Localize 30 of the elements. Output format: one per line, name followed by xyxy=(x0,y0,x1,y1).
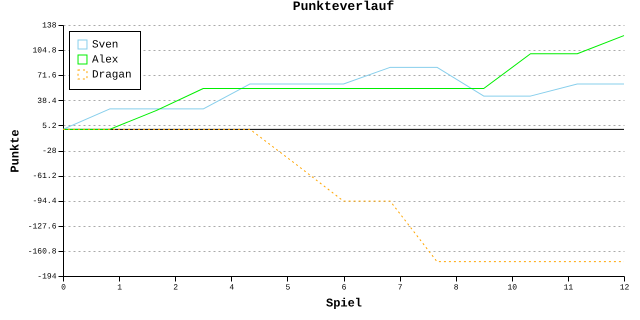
x-tick-label: 6 xyxy=(342,284,347,292)
line-series xyxy=(62,66,624,130)
x-axis-title: Spiel xyxy=(326,296,362,310)
x-tick-label: 10 xyxy=(507,284,518,292)
chart-title: Punkteverlauf xyxy=(292,0,394,14)
x-tick-label: 8 xyxy=(454,284,459,292)
y-tick-label: 5.2 xyxy=(42,122,57,131)
line-series xyxy=(62,35,624,130)
x-tick-label: 12 xyxy=(620,284,630,292)
y-axis-title: Punkte xyxy=(8,129,23,173)
y-tick-label: -94.4 xyxy=(32,197,57,206)
x-tick-label: 7 xyxy=(398,284,403,292)
x-tick-label: 4 xyxy=(229,284,234,292)
x-tick-label: 1 xyxy=(117,284,122,292)
x-tick-label: 0 xyxy=(61,284,66,292)
y-tick-label: -61.2 xyxy=(32,172,57,182)
y-tick-label: 71.6 xyxy=(37,72,57,81)
y-tick-label: -127.6 xyxy=(28,222,57,232)
y-tick-label: 104.8 xyxy=(32,46,57,56)
x-tick-label: 11 xyxy=(564,284,574,292)
y-tick-label: -28 xyxy=(42,147,57,156)
y-tick-label: -194 xyxy=(37,272,57,282)
legend-label: Sven xyxy=(92,40,118,52)
x-tick-label: 2 xyxy=(173,284,178,292)
x-tick-label: 5 xyxy=(285,284,290,292)
legend-label: Dragan xyxy=(92,70,132,82)
y-tick-label: 38.4 xyxy=(37,96,57,106)
y-tick-label: -160.8 xyxy=(28,247,57,256)
legend-label: Alex xyxy=(92,54,119,66)
y-tick-label: 138 xyxy=(42,22,57,30)
